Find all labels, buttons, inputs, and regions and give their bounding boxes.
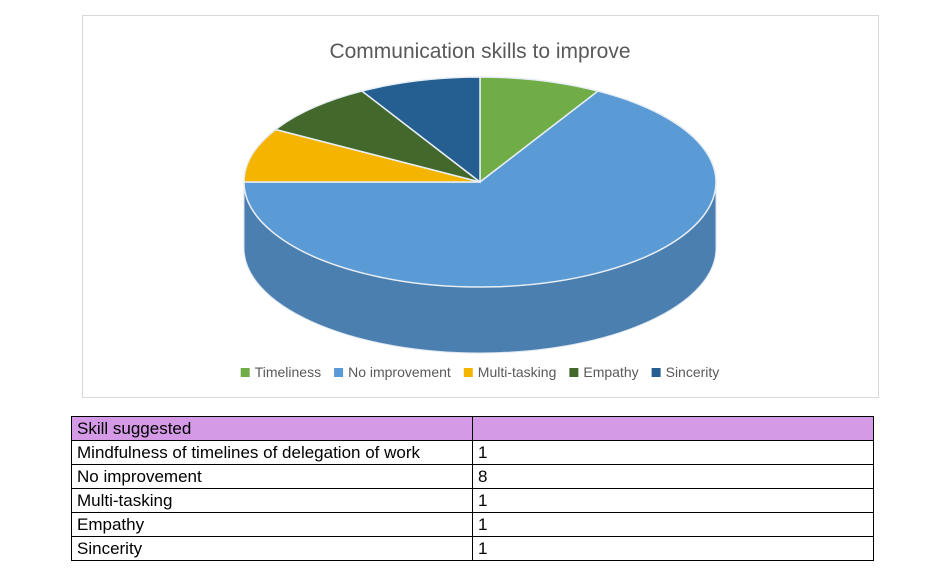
- skill-cell: Skill suggested: [71, 416, 473, 441]
- legend-label-empathy: Empathy: [583, 364, 638, 380]
- count-cell: 8: [472, 464, 874, 489]
- data-table: Skill suggested Mindfulness of timelines …: [71, 416, 874, 561]
- legend-swatch-multi-tasking: [463, 368, 473, 377]
- pie-slice-timeliness: [479, 76, 600, 184]
- chart-title: Communication skills to improve: [329, 40, 630, 63]
- table-row: No improvement 8: [71, 464, 874, 489]
- table-row: Sincerity 1: [71, 536, 874, 561]
- count-cell: 1: [472, 536, 874, 561]
- table-row: Empathy 1: [71, 512, 874, 537]
- count-cell: 1: [472, 440, 874, 465]
- pie-chart: Communication skills to improve Timeline…: [82, 15, 879, 398]
- pie-slice-multi-tasking: [243, 128, 481, 183]
- count-cell: [472, 416, 874, 441]
- count-cell: 1: [472, 488, 874, 513]
- skill-cell: Multi-tasking: [71, 488, 473, 513]
- legend-label-sincerity: Sincerity: [666, 364, 720, 380]
- skill-cell: No improvement: [71, 464, 473, 489]
- legend-label-timeliness: Timeliness: [255, 364, 321, 380]
- legend-label-no-improvement: No improvement: [348, 364, 451, 380]
- legend-swatch-no-improvement: [334, 368, 344, 377]
- legend-swatch-sincerity: [651, 368, 661, 377]
- table-row: Multi-tasking 1: [71, 488, 874, 513]
- skill-cell: Sincerity: [71, 536, 473, 561]
- legend-swatch-empathy: [569, 368, 579, 377]
- legend-label-multi-tasking: Multi-tasking: [478, 364, 557, 380]
- pie-slice-sincerity: [360, 76, 481, 184]
- pie-chart-svg: Communication skills to improve Timeline…: [240, 40, 720, 380]
- pie-slice-empathy: [273, 90, 481, 183]
- table-header-row: Skill suggested: [71, 416, 874, 441]
- table-row: Mindfulness of timelines of delegation o…: [71, 440, 874, 465]
- legend-swatch-timeliness: [240, 368, 250, 377]
- skill-cell: Mindfulness of timelines of delegation o…: [71, 440, 473, 465]
- pie-slice-no-improvement: [243, 90, 717, 288]
- count-cell: 1: [472, 512, 874, 537]
- skill-cell: Empathy: [71, 512, 473, 537]
